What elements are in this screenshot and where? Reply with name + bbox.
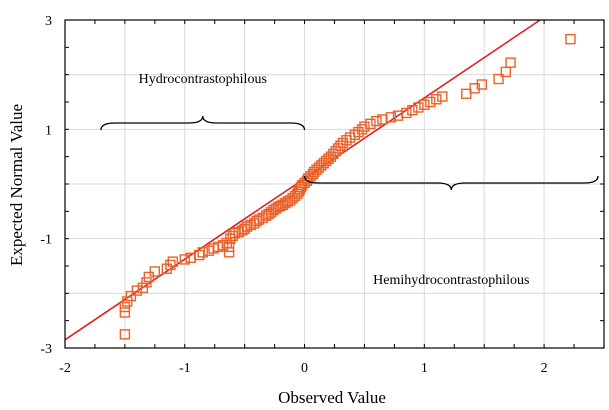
data-point <box>143 271 155 283</box>
data-point <box>425 96 436 108</box>
data-point <box>356 124 368 135</box>
data-point <box>223 247 235 258</box>
data-point <box>217 240 229 251</box>
data-point <box>141 277 152 288</box>
grid <box>64 19 605 349</box>
x-tick-label: -1 <box>179 361 191 376</box>
data-point <box>385 112 396 123</box>
y-tick-label: 3 <box>45 14 52 29</box>
data-point <box>197 247 208 258</box>
y-axis-title: Expected Normal Value <box>7 104 26 266</box>
data-point <box>365 118 376 130</box>
data-point <box>565 33 576 45</box>
brace <box>100 115 306 131</box>
data-point <box>341 135 352 146</box>
data-point <box>371 115 382 127</box>
data-point <box>401 107 412 119</box>
data-point <box>349 129 361 141</box>
data-point <box>137 282 149 294</box>
data-point <box>431 94 442 105</box>
data-point <box>359 121 370 132</box>
data-point <box>413 102 424 113</box>
data-point <box>223 241 235 253</box>
data-point <box>165 259 176 271</box>
x-tick-label: 0 <box>301 361 308 376</box>
data-point <box>419 99 430 110</box>
data-point <box>407 104 418 116</box>
data-point <box>122 296 133 307</box>
data-point <box>353 126 364 138</box>
x-tick-label: 2 <box>541 361 548 376</box>
x-tick-label: 1 <box>421 361 428 376</box>
data-point <box>131 285 143 296</box>
data-point <box>179 254 190 265</box>
data-point <box>505 57 516 68</box>
annotation-label-hydrocontrastophilous: Hydrocontrastophilous <box>139 72 267 87</box>
data-point <box>241 221 253 232</box>
x-axis-title: Observed Value <box>278 388 386 407</box>
y-tick-label: 1 <box>45 123 52 138</box>
y-tick-label: -1 <box>40 233 52 248</box>
data-point <box>119 307 131 318</box>
data-point <box>251 215 262 227</box>
annotation-label-hemihydrocontrastophilous: Hemihydrocontrastophilous <box>373 273 529 288</box>
data-points <box>119 33 576 340</box>
plot-frame <box>64 19 605 349</box>
data-point <box>437 91 448 102</box>
x-tick-label: -2 <box>59 361 71 376</box>
data-point <box>493 73 504 85</box>
brace <box>303 175 599 191</box>
data-point <box>149 266 161 277</box>
annotations: Hydrocontrastophilous Hemihydrocontrastop… <box>100 72 599 288</box>
data-point <box>119 301 131 313</box>
data-point <box>119 329 131 340</box>
tick-marks <box>64 19 605 349</box>
data-point <box>335 140 346 151</box>
data-point <box>167 256 179 267</box>
data-point <box>337 137 349 149</box>
data-point <box>461 88 472 100</box>
data-point <box>125 290 137 302</box>
data-point <box>476 79 488 90</box>
y-tick-label: -3 <box>40 342 52 357</box>
tick-labels: -2 -1 0 1 2 -3 -1 1 3 <box>40 14 547 376</box>
data-point <box>233 226 244 238</box>
